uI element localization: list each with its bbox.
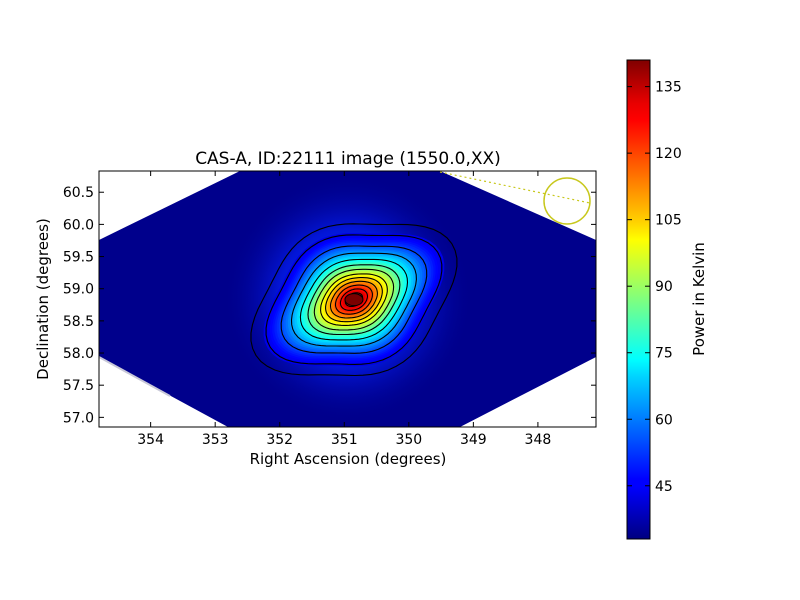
contour-line [325,277,383,323]
y-tick-label: 60.5 [63,185,94,201]
contour-line [280,245,428,354]
colorbar-tick-label: 60 [655,412,673,428]
x-tick-label: 351 [331,432,358,448]
contour-line [339,288,369,311]
x-axis-label: Right Ascension (degrees) [250,450,447,468]
contour-layers [250,223,458,377]
beam-marker-line [439,171,591,204]
contour-line [320,273,388,326]
y-tick-label: 58.5 [63,314,94,330]
colorbar-tick-label: 45 [655,479,673,495]
colorbar-tick-label: 120 [655,146,682,162]
plot-frame [98,170,597,428]
x-tick-label: 354 [137,432,164,448]
x-tick-label: 350 [395,432,422,448]
y-tick-label: 59.0 [63,282,94,298]
y-tick-label: 57.0 [63,410,94,426]
y-tick-label: 58.0 [63,346,94,362]
y-ticks: 57.0 57.5 58.0 58.5 59.0 59.5 60.0 60.5 [63,185,596,426]
contour-line [299,258,409,341]
x-ticks: 354 353 352 351 350 349 348 [137,171,551,448]
colorbar-tick-label: 105 [655,213,682,229]
y-axis-label: Declination (degrees) [34,218,52,380]
colorbar-tick-label: 90 [655,279,673,295]
colorbar-label: Power in Kelvin [690,242,708,356]
contour-line [307,264,401,336]
contour-line [334,284,373,315]
y-tick-label: 59.5 [63,250,94,266]
x-tick-label: 352 [266,432,293,448]
x-tick-label: 348 [525,432,552,448]
y-tick-label: 60.0 [63,217,94,233]
x-tick-label: 349 [460,432,487,448]
contour-line [250,223,458,377]
peak-contour [344,293,364,307]
chart-title: CAS-A, ID:22111 image (1550.0,XX) [195,149,501,169]
contour-line [265,234,443,365]
x-tick-label: 353 [202,432,229,448]
contour-line [313,268,395,331]
colorbar-ticks: 45 60 75 90 105 120 135 [627,80,682,495]
colorbar-tick-label: 135 [655,80,682,96]
contour-line [329,280,378,319]
coverage-edge-highlight [99,356,171,397]
colorbar-tick-label: 75 [655,346,673,362]
beam-marker-circle [543,177,591,225]
y-tick-label: 57.5 [63,378,94,394]
contour-line [290,252,417,347]
colorbar [626,59,651,540]
